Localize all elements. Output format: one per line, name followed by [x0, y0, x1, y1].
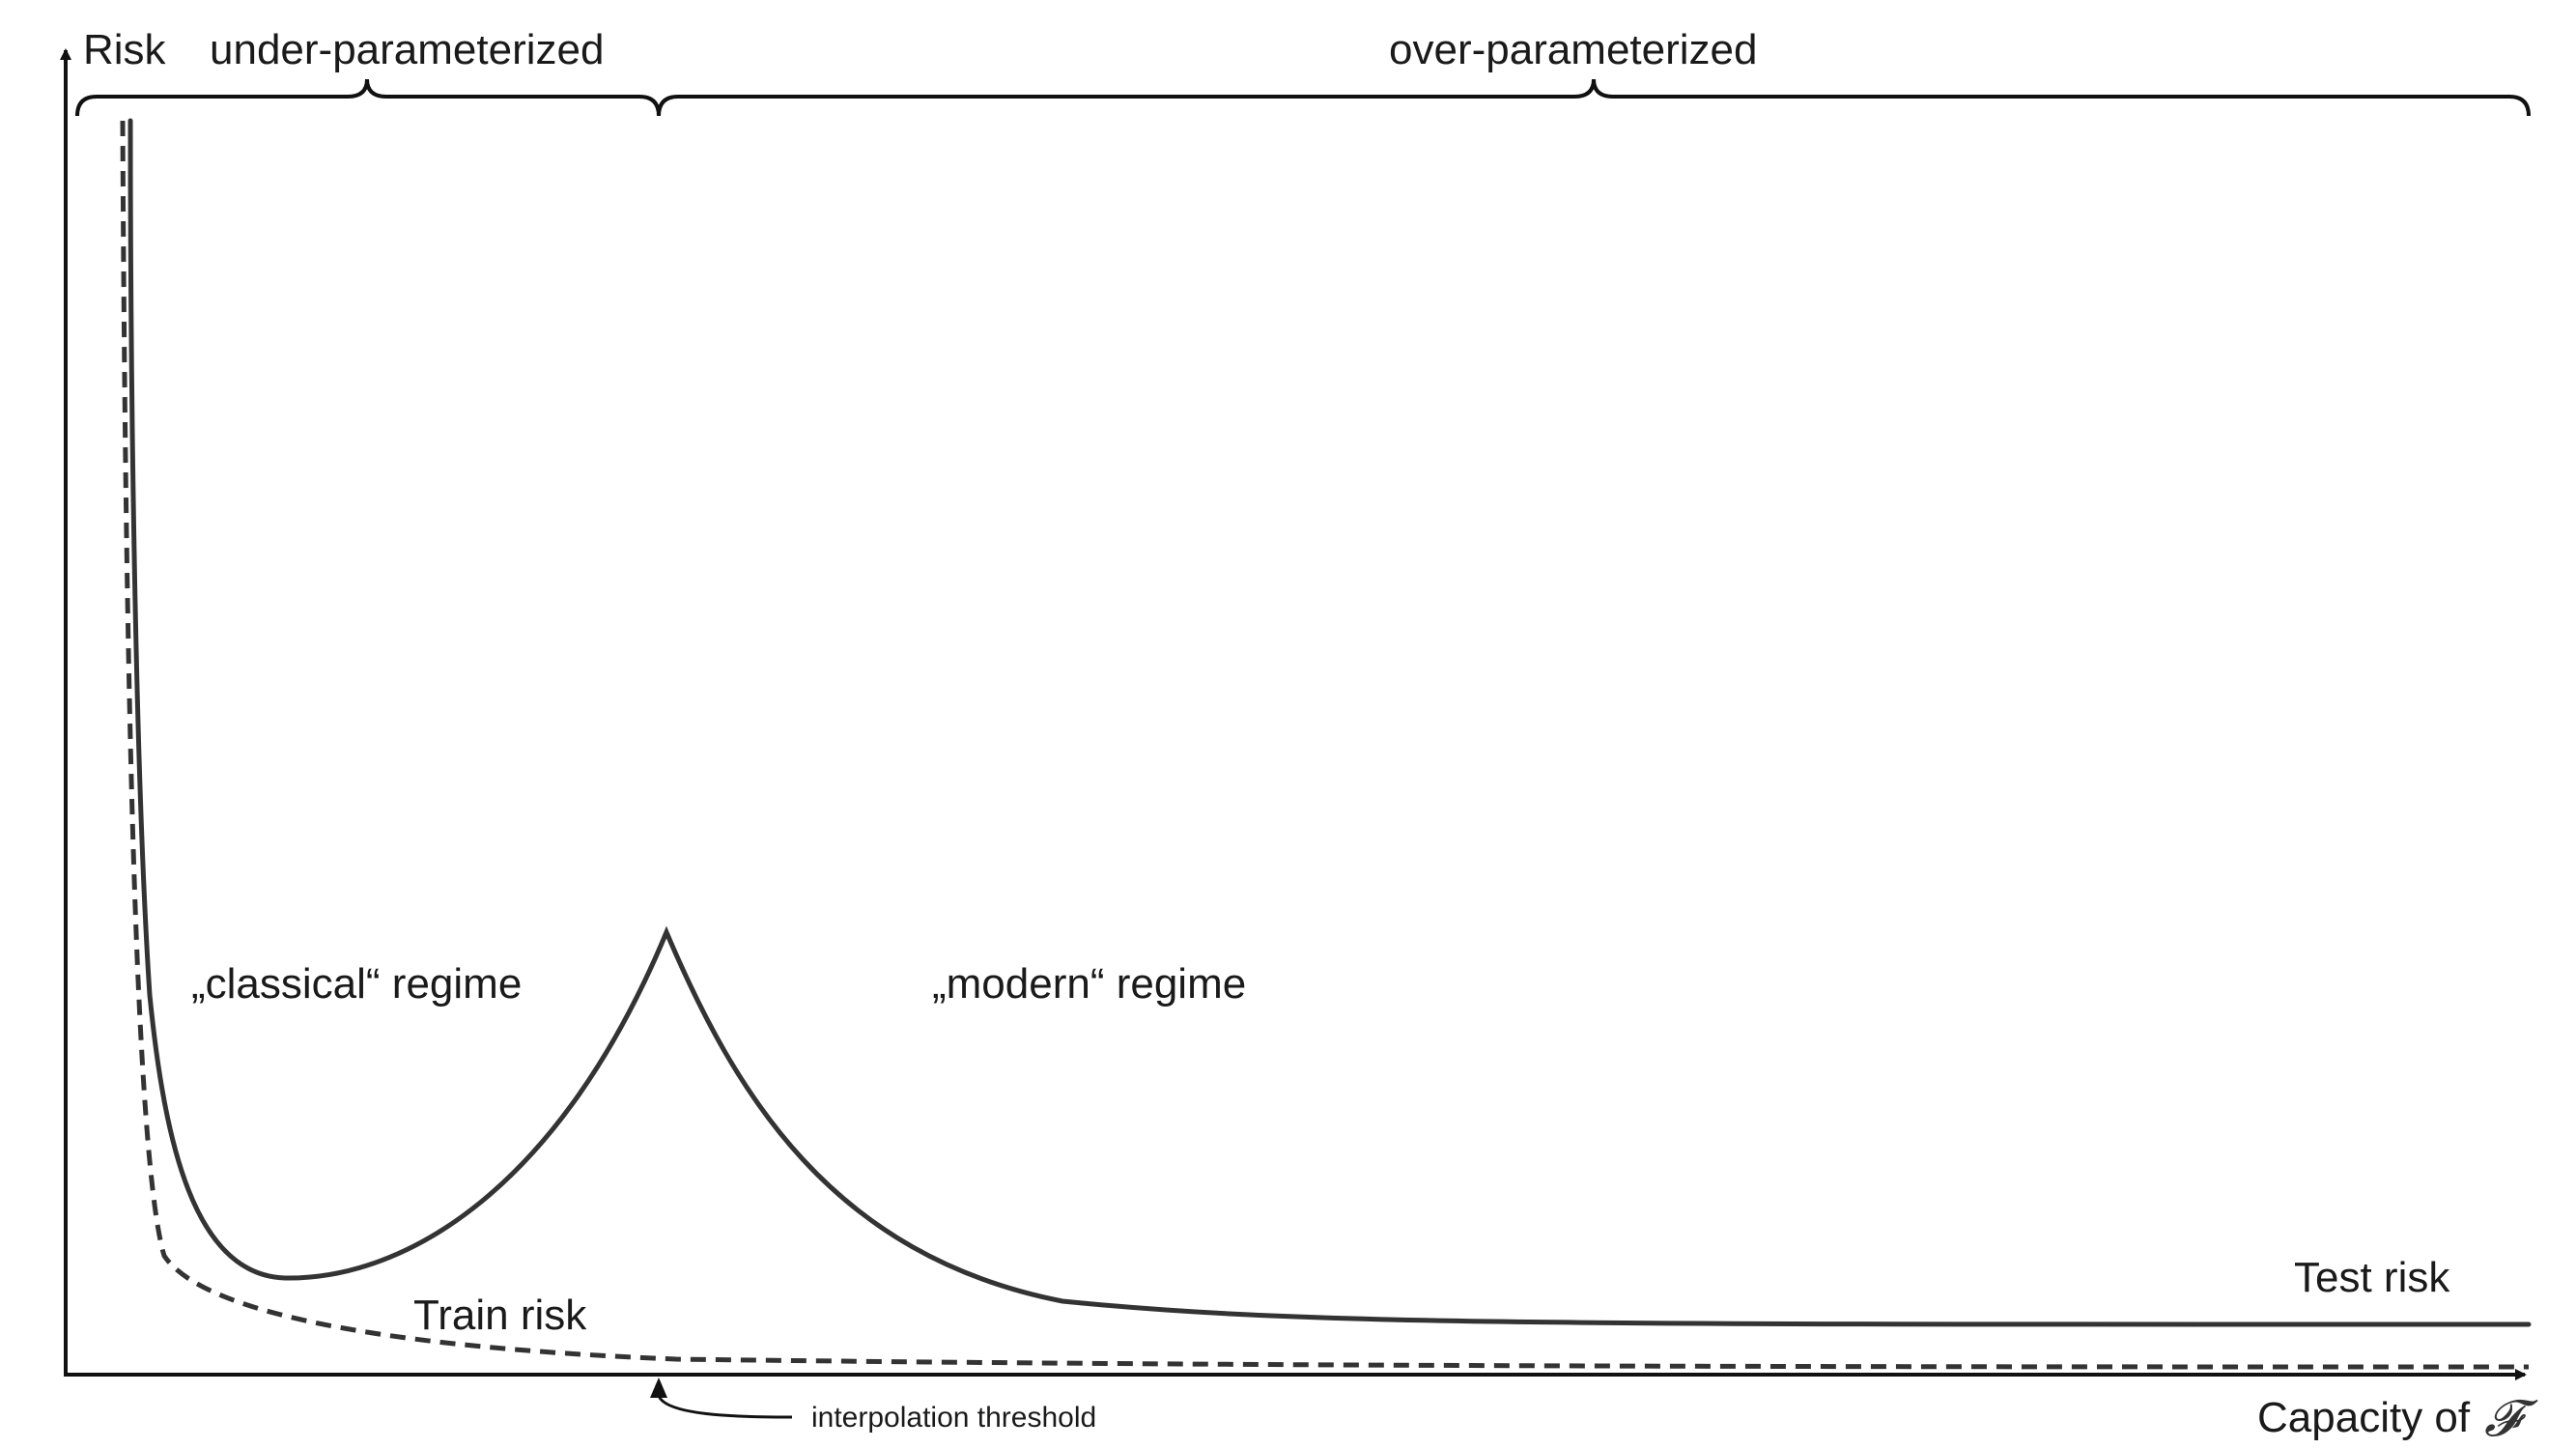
under-parameterized-brace: [75, 78, 661, 117]
y-axis-label: Risk: [83, 26, 167, 73]
interpolation-threshold-pointer: [657, 1395, 793, 1419]
test-risk-label: Test risk: [2294, 1254, 2450, 1301]
classical-regime-label: „classical“ regime: [191, 960, 522, 1008]
function-class-symbol: 𝓕: [2484, 1390, 2538, 1448]
test-risk-curve: [127, 118, 2532, 1327]
over-parameterized-label: over-parameterized: [1389, 26, 1758, 73]
interpolation-threshold-label: interpolation threshold: [811, 1402, 1096, 1434]
train-risk-label: Train risk: [413, 1292, 587, 1339]
interpolation-threshold-arrowhead: [650, 1378, 667, 1398]
over-parameterized-brace: [657, 78, 2531, 117]
x-axis-label: Capacity of: [2257, 1394, 2471, 1441]
train-risk-curve: [120, 120, 2530, 1370]
modern-regime-label: „modern“ regime: [932, 960, 1246, 1008]
under-parameterized-label: under-parameterized: [210, 26, 604, 73]
